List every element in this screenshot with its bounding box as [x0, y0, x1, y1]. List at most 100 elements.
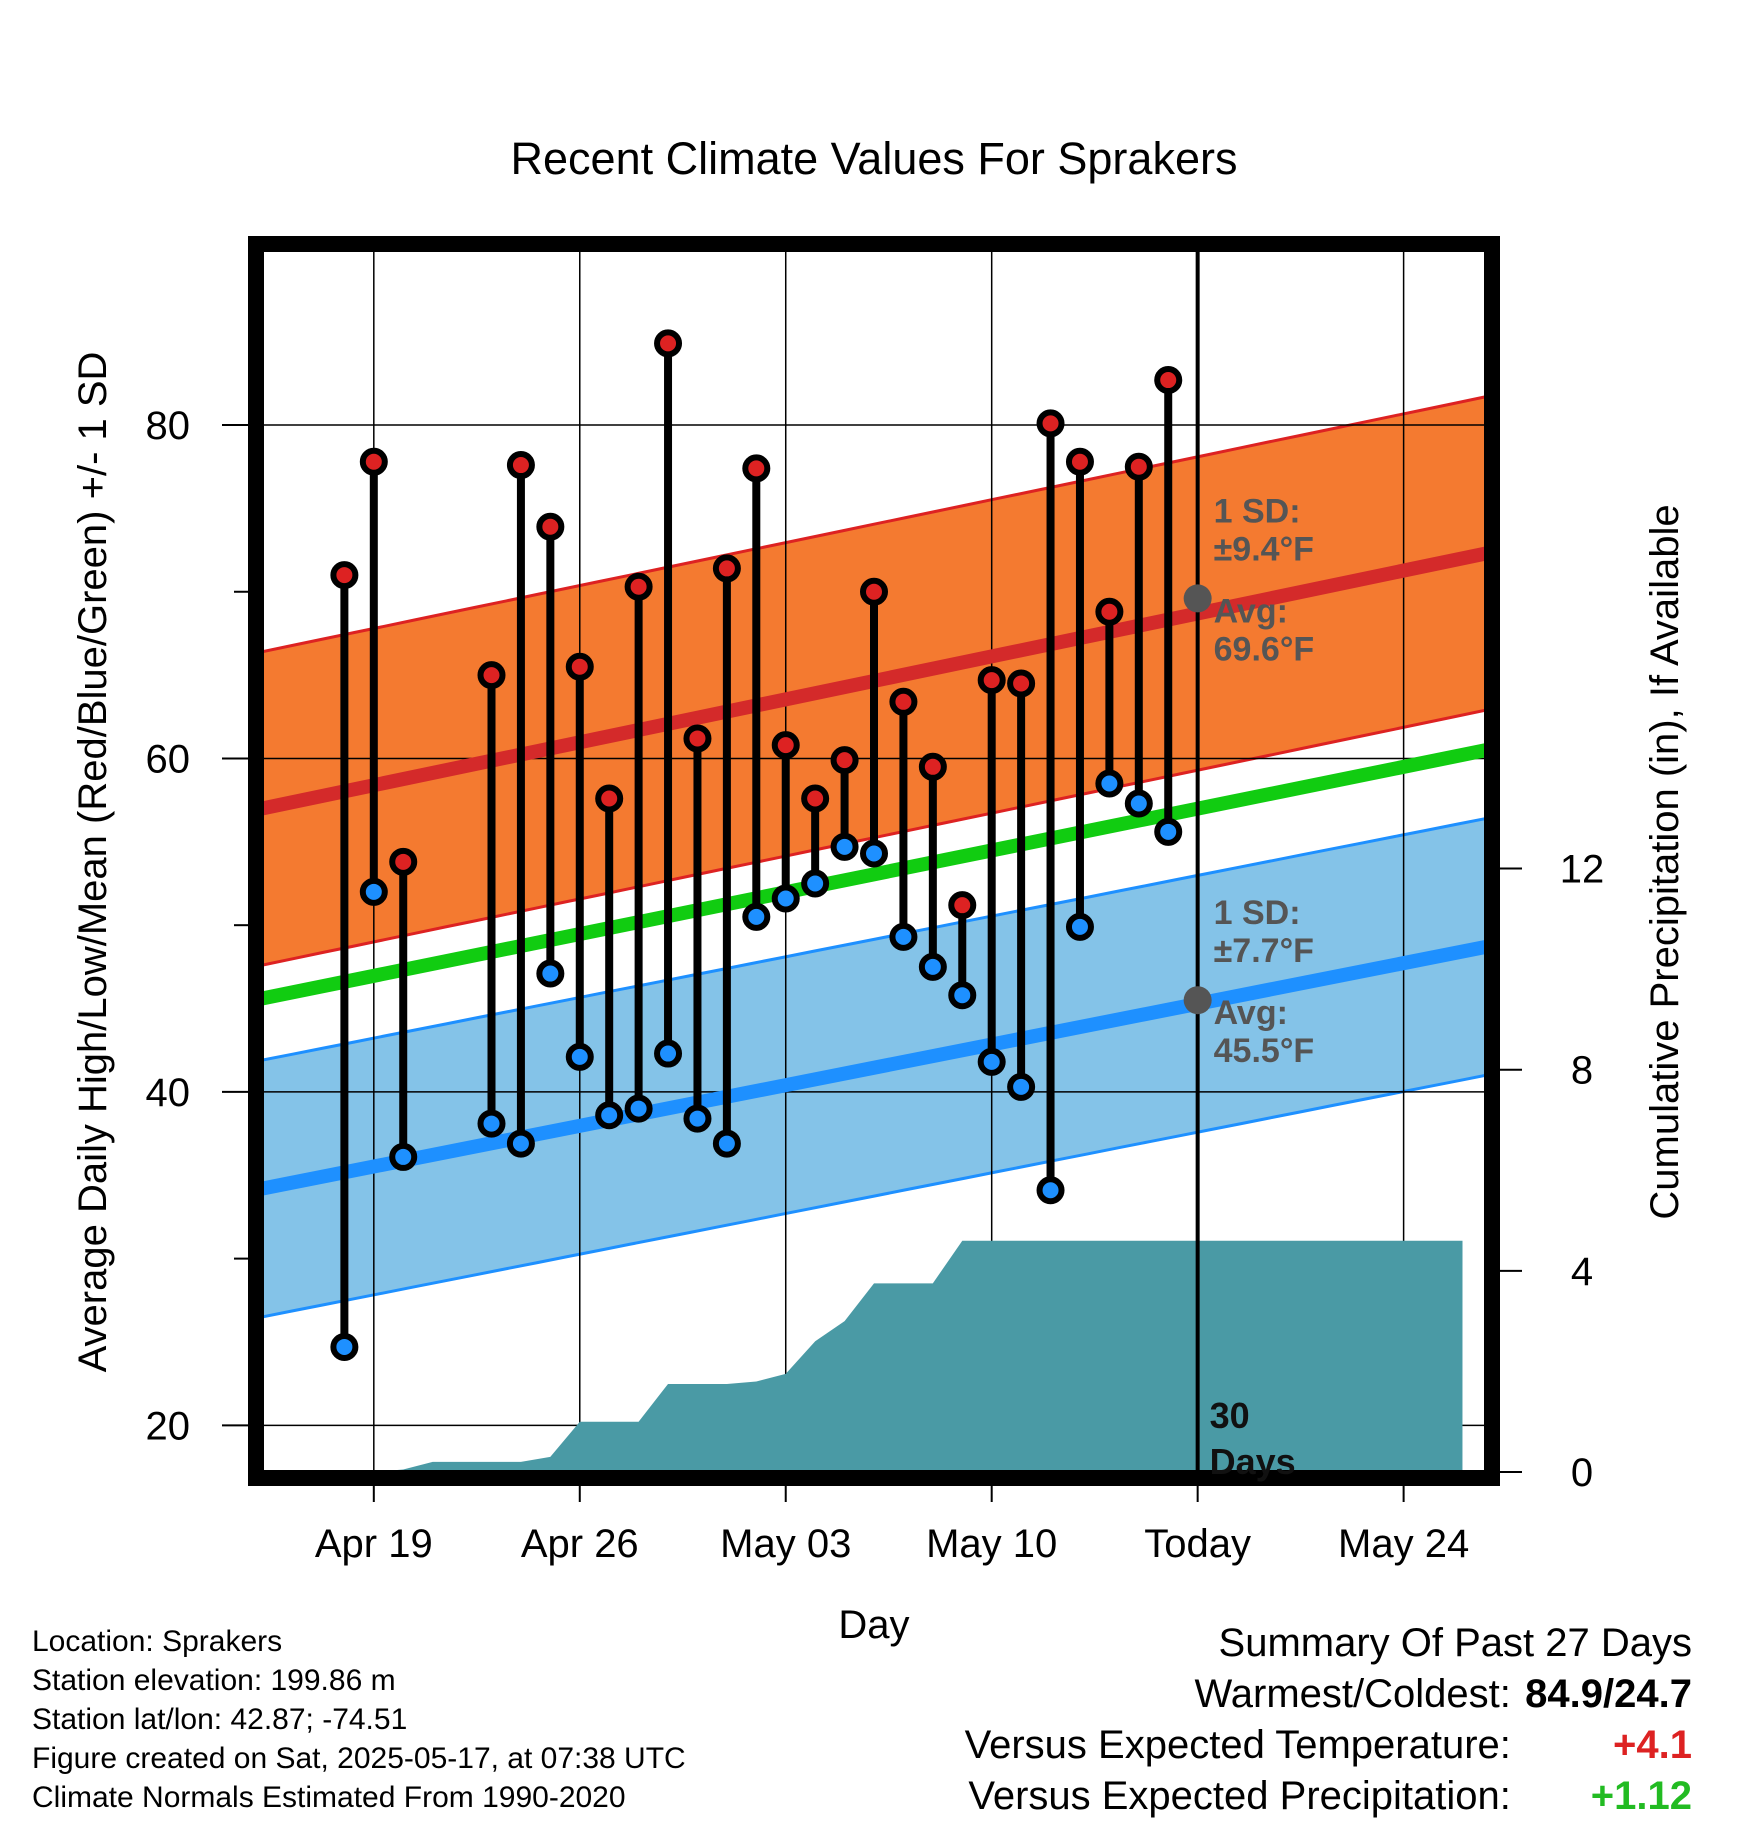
y2-tick-label: 0 [1571, 1451, 1593, 1495]
low-point [801, 869, 830, 898]
low-point [654, 1039, 683, 1068]
low-avg-line [262, 939, 1486, 1196]
temp-label: Versus Expected Temperature: [964, 1723, 1511, 1767]
high-annotation-1: ±9.4°F [1214, 530, 1314, 568]
high-point [771, 731, 800, 760]
today-label-0: 30 [1210, 1395, 1250, 1436]
summary-precip: Versus Expected Precipitation: +1.12 [965, 1771, 1692, 1822]
warm-cold-label: Warmest/Coldest: [1194, 1672, 1511, 1716]
summary-panel: Summary Of Past 27 Days Warmest/Coldest:… [965, 1618, 1692, 1822]
precip-area [344, 1240, 1463, 1472]
y2-tick-label: 12 [1560, 848, 1605, 892]
info-elevation: Station elevation: 199.86 m [32, 1664, 396, 1697]
high-point [918, 752, 947, 781]
observations [330, 329, 1183, 1361]
low-annotation-2: Avg: [1214, 994, 1288, 1032]
low-point [389, 1142, 418, 1171]
summary-title: Summary Of Past 27 Days [1218, 1621, 1692, 1665]
high-point [683, 724, 712, 753]
low-annotation-0: 1 SD: [1214, 894, 1301, 932]
low-point [565, 1042, 594, 1071]
summary-temp: Versus Expected Temperature: +4.1 [965, 1720, 1692, 1771]
y2-tick-label: 8 [1571, 1049, 1593, 1093]
low-point [1095, 769, 1124, 798]
info-location: Location: Sprakers [32, 1625, 283, 1658]
high-point [1036, 409, 1065, 438]
low-point [477, 1109, 506, 1138]
high-point [477, 661, 506, 690]
info-created: Figure created on Sat, 2025-05-17, at 07… [32, 1742, 686, 1775]
low-point [771, 884, 800, 913]
high-point [536, 512, 565, 541]
precip-label: Versus Expected Precipitation: [968, 1774, 1511, 1818]
high-point [654, 329, 683, 358]
high-annotation-0: 1 SD: [1214, 492, 1301, 530]
axes: 30 Days Apr 19 Apr 26 May 03 May 10 Today May 2… [146, 404, 1605, 1566]
y-tick-label: 80 [146, 404, 191, 448]
x-tick-label: Apr 26 [521, 1522, 639, 1566]
high-point [977, 666, 1006, 695]
low-point [948, 981, 977, 1010]
summary-warm-cold: Warmest/Coldest: 84.9/24.7 [965, 1669, 1693, 1720]
high-annotation-3: 69.6°F [1214, 630, 1315, 668]
high-point [595, 784, 624, 813]
today-label-1: Days [1210, 1441, 1296, 1482]
x-tick-label: May 10 [926, 1522, 1057, 1566]
high-point [389, 847, 418, 876]
low-point [860, 839, 888, 868]
station-info: Location: Sprakers Station elevation: 19… [32, 1622, 686, 1817]
high-point [1124, 452, 1153, 481]
chart-title: Recent Climate Values For Sprakers [511, 133, 1238, 184]
low-point [1036, 1176, 1065, 1205]
y2-tick-label: 4 [1571, 1250, 1593, 1294]
high-point [1065, 447, 1094, 476]
low-point [1065, 912, 1094, 941]
high-point [948, 891, 977, 920]
high-point [889, 687, 918, 716]
low-point [1124, 789, 1153, 818]
mean-avg-line [262, 743, 1486, 1006]
y-axis-label: Average Daily High/Low/Mean (Red/Blue/Gr… [71, 352, 115, 1373]
y-tick-label: 60 [146, 737, 191, 781]
low-point [1154, 817, 1183, 846]
low-point [977, 1047, 1006, 1076]
y2-axis-label: Cumulative Precipitation (in), If Availa… [1643, 504, 1687, 1219]
low-point [889, 922, 918, 951]
high-point [1154, 366, 1183, 395]
precip-value: +1.12 [1590, 1774, 1692, 1818]
low-annotation-1: ±7.7°F [1214, 932, 1314, 970]
low-point [1007, 1072, 1036, 1101]
y-tick-label: 40 [146, 1071, 191, 1115]
low-point [595, 1101, 624, 1130]
high-point [506, 451, 535, 480]
low-point [918, 952, 947, 981]
high-point [801, 784, 830, 813]
y-tick-label: 20 [146, 1404, 191, 1448]
high-point [712, 554, 741, 583]
plot-frame [248, 236, 1500, 1486]
high-annotation-2: Avg: [1214, 592, 1288, 630]
high-point [830, 746, 859, 775]
high-point [860, 577, 888, 606]
high-point [330, 561, 359, 590]
x-tick-label: Apr 19 [315, 1522, 433, 1566]
low-point [830, 832, 859, 861]
x-axis-label: Day [838, 1603, 909, 1647]
info-latlon: Station lat/lon: 42.87; -74.51 [32, 1703, 408, 1736]
low-point [742, 902, 771, 931]
low-point [506, 1129, 535, 1158]
high-point [624, 572, 653, 601]
high-avg-dot [1183, 584, 1212, 613]
temp-value: +4.1 [1613, 1723, 1692, 1767]
x-tick-label: May 03 [720, 1522, 851, 1566]
low-point [536, 959, 565, 988]
low-point [712, 1129, 741, 1158]
low-point [359, 877, 388, 906]
x-tick-label: Today [1144, 1522, 1251, 1566]
high-point [1095, 597, 1124, 626]
low-point [624, 1094, 653, 1123]
high-point [565, 652, 594, 681]
high-point [742, 454, 771, 483]
